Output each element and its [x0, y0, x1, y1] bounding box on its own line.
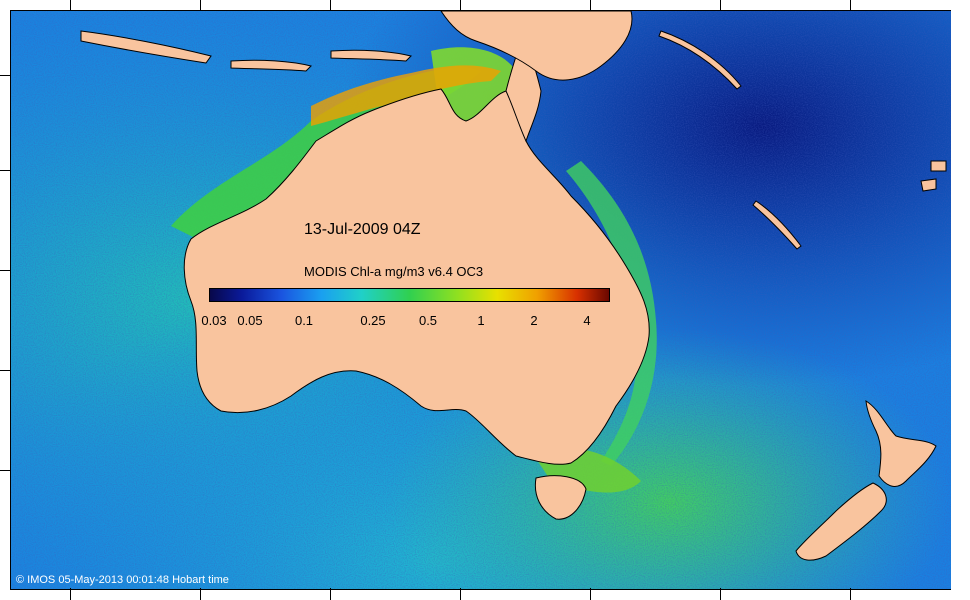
- colorbar-tick-label: 0.25: [360, 313, 386, 328]
- axis-tick: [0, 470, 10, 471]
- axis-tick: [460, 588, 461, 600]
- imos-credit: © IMOS 05-May-2013 00:01:48 Hobart time: [16, 574, 229, 586]
- colorbar-tick-label: 4: [583, 313, 591, 328]
- axis-tick: [720, 0, 721, 10]
- colorbar-tick-label: 0.5: [418, 313, 438, 328]
- axis-tick: [0, 75, 10, 76]
- axis-tick: [850, 0, 851, 10]
- axis-tick: [720, 588, 721, 600]
- australia-landmass: [183, 88, 650, 465]
- new-zealand-south-island: [795, 482, 887, 561]
- axis-tick: [330, 0, 331, 10]
- colorbar-title: MODIS Chl-a mg/m3 v6.4 OC3: [304, 264, 484, 279]
- axis-tick: [70, 0, 71, 10]
- axis-tick: [70, 588, 71, 600]
- axis-tick: [460, 0, 461, 10]
- axis-tick: [200, 588, 201, 600]
- tasmania: [534, 475, 587, 520]
- axis-tick: [590, 588, 591, 600]
- north-coast-high-chl: [311, 65, 501, 126]
- colorbar-tick-label: 0.03: [201, 313, 227, 328]
- colorbar: [209, 288, 610, 302]
- colorbar-tick-label: 2: [530, 313, 538, 328]
- axis-tick: [590, 0, 591, 10]
- map-date-title: 13-Jul-2009 04Z: [304, 221, 421, 238]
- axis-tick: [200, 0, 201, 10]
- solomon-islands: [658, 30, 947, 192]
- new-caledonia: [752, 200, 802, 250]
- indonesia-islands: [80, 30, 412, 72]
- axis-tick: [330, 588, 331, 600]
- east-coast-bloom: [566, 161, 657, 466]
- colorbar-tick-label: 0.05: [237, 313, 263, 328]
- colorbar-tick-label: 1: [477, 313, 485, 328]
- axis-tick: [0, 170, 10, 171]
- axis-tick: [0, 370, 10, 371]
- axis-tick: [850, 588, 851, 600]
- new-guinea: [440, 11, 633, 81]
- colorbar-tick-label: 0.1: [294, 313, 314, 328]
- new-zealand-north-island: [865, 400, 937, 487]
- axis-tick: [0, 270, 10, 271]
